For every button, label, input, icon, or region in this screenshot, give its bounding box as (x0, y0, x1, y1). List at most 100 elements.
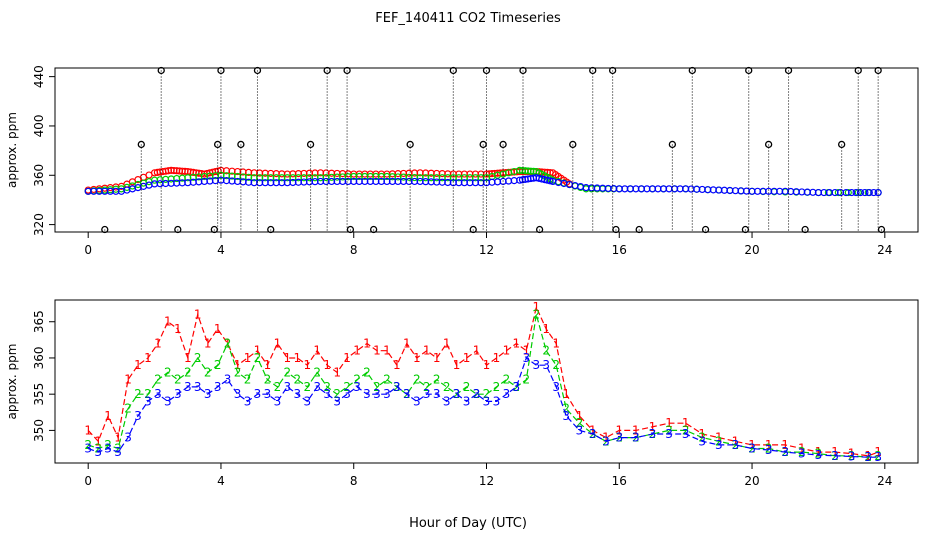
outlier-point (668, 140, 677, 149)
series1-marker: 1 (423, 344, 431, 358)
series3-marker: 3 (363, 387, 371, 401)
outlier-point (519, 66, 527, 75)
series2-marker: 2 (463, 380, 471, 394)
series1-marker: 1 (483, 358, 491, 372)
x-tick-label: 24 (877, 243, 892, 257)
series3-marker: 3 (94, 445, 102, 459)
series3-marker: 3 (194, 380, 202, 394)
series3-marker: 3 (542, 358, 550, 372)
series3-marker: 3 (383, 387, 391, 401)
series1-marker: 1 (234, 358, 242, 372)
series1-marker: 1 (815, 445, 823, 459)
series3-marker: 3 (493, 394, 501, 408)
series1-marker: 1 (473, 344, 481, 358)
series1-marker: 1 (715, 431, 723, 445)
series2-marker: 2 (542, 344, 550, 358)
y-tick-label: 440 (32, 65, 46, 88)
series3-point (852, 188, 860, 197)
series3-marker: 3 (715, 438, 723, 452)
series1-marker: 1 (463, 351, 471, 365)
series2-marker: 2 (732, 438, 740, 452)
series2-marker: 2 (264, 373, 272, 387)
top-panel: 0 4 8 12 16 20 24 320 360 400 440 approx. ppm (5, 65, 919, 257)
series1-marker: 1 (798, 442, 806, 456)
x-tick-label: 4 (217, 243, 225, 257)
series1-marker: 1 (649, 420, 657, 434)
series2-marker: 2 (224, 336, 232, 350)
outlier-point (745, 66, 753, 75)
series3-marker: 3 (343, 387, 351, 401)
series3-marker: 3 (443, 394, 451, 408)
outlier-point (877, 225, 886, 234)
series2-marker: 2 (274, 380, 282, 394)
y-tick-label: 400 (32, 115, 46, 138)
x-axis-label: Hour of Day (UTC) (409, 516, 527, 531)
series3-marker: 3 (184, 380, 192, 394)
series2-marker: 2 (343, 380, 351, 394)
outlier-point (499, 140, 507, 149)
series3-marker: 3 (682, 427, 690, 441)
series1-marker: 1 (433, 351, 441, 365)
series1-marker: 1 (562, 387, 570, 401)
series3-marker: 3 (562, 409, 570, 423)
series3-marker: 3 (114, 445, 122, 459)
series3-marker: 3 (293, 387, 301, 401)
outlier-point (482, 66, 491, 75)
series2-marker: 2 (523, 373, 531, 387)
series2-marker: 2 (815, 447, 823, 461)
series3-marker: 3 (433, 387, 441, 401)
outlier-point (406, 140, 414, 149)
outlier-point (635, 225, 643, 234)
series3-marker: 3 (284, 380, 292, 394)
series3-marker: 3 (323, 387, 331, 401)
series1-marker: 1 (303, 358, 311, 372)
series3-marker: 3 (174, 387, 182, 401)
series2-point (844, 188, 852, 197)
series1-marker: 1 (665, 416, 673, 430)
series3-marker: 3 (632, 431, 640, 445)
series3-point (856, 188, 865, 197)
series1-line (87, 305, 879, 457)
x-tick-label: 24 (877, 474, 892, 488)
series2-marker: 2 (383, 373, 391, 387)
series2-marker: 2 (874, 449, 882, 463)
outlier-point (874, 66, 882, 75)
series2-marker: 2 (234, 365, 242, 379)
series2-marker: 2 (715, 434, 723, 448)
series1-marker: 1 (523, 344, 531, 358)
outlier-point (237, 140, 245, 149)
series3-point (848, 188, 856, 197)
series3-point (861, 188, 869, 197)
series2-marker: 2 (254, 351, 262, 365)
outlier-point (764, 140, 773, 149)
series1-marker: 1 (831, 445, 839, 459)
series1-marker: 1 (393, 358, 401, 372)
series1-marker: 1 (765, 438, 773, 452)
series1-marker: 1 (682, 416, 690, 430)
outlier-point (688, 66, 696, 75)
y-tick-label: 355 (32, 383, 46, 406)
y-tick-label: 360 (32, 164, 46, 187)
series1-marker: 1 (293, 351, 301, 365)
outlier-point (479, 140, 487, 149)
outlier-point (217, 66, 225, 75)
series2-marker: 2 (473, 387, 481, 401)
series3-marker: 3 (313, 380, 321, 394)
outlier-point (369, 225, 378, 234)
outlier-point (801, 225, 809, 234)
series3-point (546, 177, 554, 185)
outlier-point (323, 66, 331, 75)
outlier-point (589, 66, 597, 75)
series1-marker: 1 (343, 351, 351, 365)
series2-marker: 2 (284, 365, 292, 379)
series2-marker: 2 (124, 402, 132, 416)
series2-marker: 2 (214, 358, 222, 372)
series1-marker: 1 (84, 423, 92, 437)
series1-marker: 1 (732, 434, 740, 448)
outlier-point (174, 225, 182, 234)
series3-marker: 3 (732, 438, 740, 452)
series3-marker: 3 (523, 351, 531, 365)
series2-marker: 2 (423, 380, 431, 394)
series1-marker: 1 (333, 365, 341, 379)
x-tick-label: 0 (84, 243, 92, 257)
